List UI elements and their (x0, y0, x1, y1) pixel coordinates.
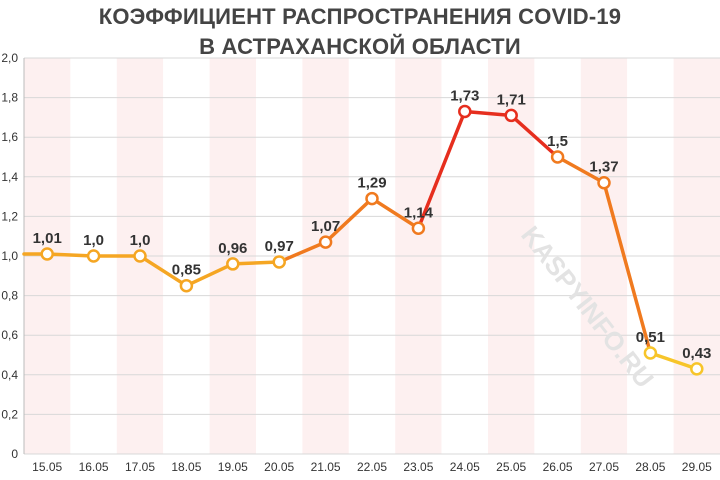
x-tick-label: 16.05 (79, 460, 109, 474)
x-tick-label: 19.05 (218, 460, 248, 474)
data-label: 1,73 (450, 87, 479, 104)
series-line-segment (323, 196, 374, 244)
series-line-segment (509, 113, 560, 159)
series-line-segment (184, 262, 235, 288)
x-tick-label: 20.05 (264, 460, 294, 474)
x-tick-label: 28.05 (635, 460, 665, 474)
y-tick-label: 1,4 (1, 170, 18, 184)
series-line-segment (45, 252, 96, 258)
data-label: 1,0 (130, 232, 151, 249)
data-point (272, 255, 286, 269)
y-tick-label: 0,4 (1, 368, 18, 382)
chart-title-line-1: КОЭФФИЦИЕНТ РАСПРОСТРАНЕНИЯ COVID-19 (98, 4, 622, 29)
y-tick-label: 1,6 (1, 130, 18, 144)
data-point (365, 191, 379, 206)
chart-title-line-2: В АСТРАХАНСКОЙ ОБЛАСТИ (199, 34, 521, 59)
y-tick-label: 0,8 (1, 289, 18, 303)
x-tick-label: 23.05 (403, 460, 433, 474)
data-label: 0,96 (218, 240, 247, 257)
series-line-segment (370, 196, 421, 231)
data-point (179, 278, 194, 293)
x-tick-label: 21.05 (311, 460, 341, 474)
data-label: 1,0 (83, 232, 104, 249)
data-label: 0,43 (682, 345, 711, 362)
x-tick-label: 25.05 (496, 460, 526, 474)
x-tick-label: 22.05 (357, 460, 387, 474)
x-tick-label: 18.05 (171, 460, 201, 474)
data-point (643, 346, 658, 360)
y-tick-label: 1,8 (1, 91, 18, 105)
x-tick-label: 17.05 (125, 460, 155, 474)
y-tick-label: 0,6 (1, 328, 18, 342)
y-tick-label: 2,0 (1, 51, 18, 65)
y-tick-label: 0 (11, 447, 18, 461)
series-line-segment (138, 254, 189, 288)
x-tick-label: 29.05 (682, 460, 712, 474)
x-tick-label: 26.05 (543, 460, 573, 474)
data-label: 1,29 (357, 175, 386, 192)
y-tick-label: 1,2 (1, 209, 18, 223)
series-line-segment (277, 240, 328, 264)
data-label: 0,97 (265, 238, 294, 255)
data-point (86, 249, 101, 263)
series-line-segment (555, 155, 606, 185)
series-line-segment (416, 109, 467, 231)
data-point (411, 221, 426, 236)
series-line-segment (231, 260, 281, 266)
x-tick-label: 24.05 (450, 460, 480, 474)
x-tick-label: 27.05 (589, 460, 619, 474)
data-point (458, 104, 472, 119)
data-label: 0,51 (636, 329, 665, 346)
data-point (690, 362, 704, 376)
data-label: 1,71 (497, 91, 526, 108)
data-label: 1,37 (589, 159, 618, 176)
data-label: 1,5 (547, 133, 568, 150)
data-point (504, 108, 518, 123)
data-point (550, 150, 565, 164)
data-point (133, 249, 147, 263)
y-tick-label: 0,2 (1, 407, 18, 421)
data-label: 1,07 (311, 218, 340, 235)
y-tick-label: 1,0 (1, 249, 18, 263)
series-line-segment (648, 351, 699, 371)
series-line-segment (602, 180, 653, 355)
data-point (226, 257, 240, 271)
data-point (40, 247, 54, 261)
data-label: 1,14 (404, 204, 434, 221)
series-line-segment (463, 109, 513, 118)
chart-title: КОЭФФИЦИЕНТ РАСПРОСТРАНЕНИЯ COVID-19 В А… (0, 2, 720, 62)
data-point (597, 175, 611, 190)
data-label: 0,85 (172, 262, 201, 279)
data-point (318, 235, 333, 249)
data-label: 1,01 (33, 230, 62, 247)
x-tick-label: 15.05 (32, 460, 62, 474)
